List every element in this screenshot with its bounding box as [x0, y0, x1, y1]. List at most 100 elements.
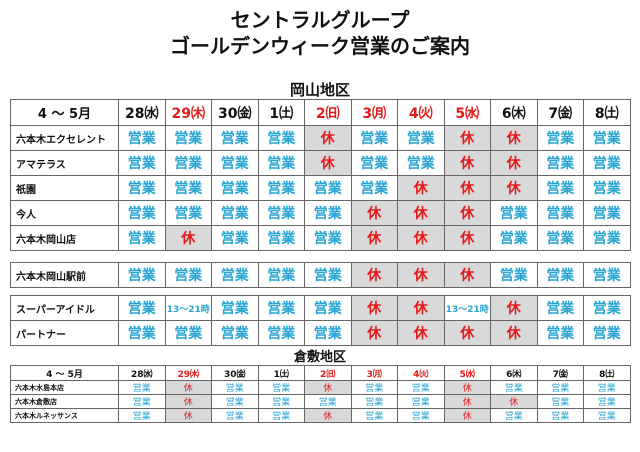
open-cell: 営業: [257, 225, 305, 251]
open-cell: 営業: [164, 320, 212, 346]
okayama-schedule-table-3: スーパーアイドル 営業 13～21時 営業 営業 営業休休 13～21時休営業 営業 パートナー…: [10, 295, 631, 346]
closed-cell: 休: [443, 380, 491, 395]
okayama-header-row: 4 ～ 5月 28㈬ 29㈭ 30㈮ 1㈯ 2㈰ 3㈪ 4㈫ 5㈬ 6㈭ 7㈮ 8㈯: [10, 99, 631, 126]
open-cell: 営業: [211, 320, 259, 346]
store-name: 六本木水島本店: [10, 380, 119, 395]
store-row: 今人 営業 営業 営業 営業 営業休休休営業 営業 営業: [10, 200, 631, 226]
store-name: 六本木ルネッサンス: [10, 408, 119, 423]
open-cell: 営業: [118, 408, 166, 423]
open-cell: 営業: [536, 200, 584, 226]
open-cell: 営業: [583, 125, 631, 151]
okayama-day-header: 29㈭: [164, 99, 212, 126]
closed-cell: 休: [443, 262, 491, 288]
open-cell: 営業: [583, 200, 631, 226]
open-cell: 営業: [257, 320, 305, 346]
closed-cell: 休: [164, 408, 212, 423]
open-cell: 営業: [350, 394, 398, 409]
store-row: 六本木エクセレント 営業 営業 営業 営業休営業 営業休休営業 営業: [10, 125, 631, 151]
kurashiki-day-header: 30㈮: [211, 365, 259, 381]
open-cell: 営業: [536, 380, 584, 395]
store-row: 六本木水島本店 営業休営業 営業休営業 営業休営業 営業 営業: [10, 380, 631, 395]
okayama-day-header: 5㈬: [443, 99, 491, 126]
closed-cell: 休: [443, 175, 491, 201]
open-cell: 営業: [211, 175, 259, 201]
open-cell: 営業: [257, 175, 305, 201]
open-cell: 営業: [490, 225, 538, 251]
closed-cell: 休: [443, 200, 491, 226]
store-row: パートナー 営業 営業 営業 営業 営業休休休休営業 営業: [10, 320, 631, 346]
closed-cell: 休: [443, 150, 491, 176]
open-cell: 営業: [536, 262, 584, 288]
store-row: 六本木ルネッサンス 営業休営業 営業休営業 営業休営業 営業 営業: [10, 408, 631, 423]
open-cell: 営業: [118, 225, 166, 251]
closed-cell: 休: [397, 225, 445, 251]
open-cell: 営業: [164, 150, 212, 176]
open-cell: 営業: [536, 295, 584, 321]
open-cell: 営業: [583, 175, 631, 201]
open-cell: 営業: [536, 408, 584, 423]
open-cell: 営業: [118, 200, 166, 226]
store-name: 祇園: [10, 175, 119, 201]
store-name: スーパーアイドル: [10, 295, 119, 321]
open-cell: 営業: [118, 262, 166, 288]
kurashiki-schedule-table: 4 ～ 5月 28㈬ 29㈭ 30㈮ 1㈯ 2㈰ 3㈪ 4㈫ 5㈬ 6㈭ 7㈮ 8㈯ 六本木水島本店…: [10, 365, 631, 423]
open-cell: 営業: [397, 408, 445, 423]
open-cell: 営業: [211, 225, 259, 251]
okayama-day-header: 3㈪: [350, 99, 398, 126]
closed-cell: 休: [164, 225, 212, 251]
closed-cell: 休: [350, 262, 398, 288]
okayama-schedule-table: 4 ～ 5月 28㈬ 29㈭ 30㈮ 1㈯ 2㈰ 3㈪ 4㈫ 5㈬ 6㈭ 7㈮ 8㈯ 六本木エクセレ…: [10, 99, 631, 251]
open-cell: 営業: [304, 262, 352, 288]
closed-cell: 休: [304, 150, 352, 176]
closed-cell: 休: [350, 295, 398, 321]
kurashiki-day-header: 6㈭: [490, 365, 538, 381]
open-cell: 営業: [490, 380, 538, 395]
store-row: アマテラス 営業 営業 営業 営業休営業 営業休休営業 営業: [10, 150, 631, 176]
okayama-section-title: 岡山地区: [289, 81, 350, 99]
closed-cell: 休: [443, 125, 491, 151]
open-cell: 営業: [304, 320, 352, 346]
store-name: 六本木倉敷店: [10, 394, 119, 409]
open-cell: 営業: [397, 380, 445, 395]
closed-cell: 休: [304, 380, 352, 395]
open-cell: 営業: [304, 175, 352, 201]
open-cell: 13～21時: [164, 295, 212, 321]
okayama-day-header: 6㈭: [490, 99, 538, 126]
open-cell: 営業: [583, 262, 631, 288]
open-cell: 営業: [211, 380, 259, 395]
store-name: パートナー: [10, 320, 119, 346]
kurashiki-month-label: 4 ～ 5月: [10, 365, 119, 381]
open-cell: 営業: [536, 175, 584, 201]
kurashiki-day-header: 28㈬: [118, 365, 166, 381]
closed-cell: 休: [490, 150, 538, 176]
kurashiki-day-header: 3㈪: [350, 365, 398, 381]
open-cell: 営業: [350, 150, 398, 176]
page-title: セントラルグループ: [230, 8, 410, 32]
closed-cell: 休: [304, 408, 352, 423]
okayama-day-header: 28㈬: [118, 99, 166, 126]
closed-cell: 休: [490, 295, 538, 321]
open-cell: 営業: [583, 394, 631, 409]
open-cell: 営業: [211, 200, 259, 226]
open-cell: 営業: [211, 150, 259, 176]
open-cell: 営業: [304, 394, 352, 409]
kurashiki-day-header: 5㈬: [443, 365, 491, 381]
open-cell: 営業: [257, 125, 305, 151]
store-name: 今人: [10, 200, 119, 226]
open-cell: 営業: [211, 408, 259, 423]
open-cell: 営業: [583, 380, 631, 395]
open-cell: 営業: [164, 200, 212, 226]
page-subtitle: ゴールデンウィーク営業のご案内: [170, 34, 470, 58]
open-cell: 営業: [211, 295, 259, 321]
open-cell: 営業: [257, 408, 305, 423]
open-cell: 営業: [350, 408, 398, 423]
open-cell: 営業: [536, 320, 584, 346]
open-cell: 13～21時: [443, 295, 491, 321]
store-name: 六本木岡山店: [10, 225, 119, 251]
open-cell: 営業: [536, 225, 584, 251]
open-cell: 営業: [211, 262, 259, 288]
open-cell: 営業: [583, 320, 631, 346]
store-row: 六本木倉敷店 営業休営業 営業 営業 営業 営業休休営業 営業: [10, 394, 631, 409]
open-cell: 営業: [397, 125, 445, 151]
open-cell: 営業: [536, 125, 584, 151]
